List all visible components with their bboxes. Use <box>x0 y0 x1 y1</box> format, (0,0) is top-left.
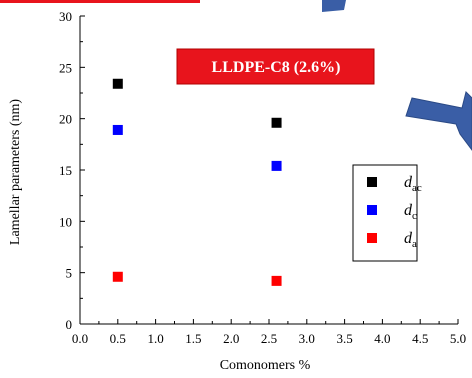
y-tick-label: 5 <box>66 266 73 281</box>
data-point-dc <box>112 124 123 135</box>
y-tick-label: 0 <box>66 317 73 332</box>
x-tick-label: 3.0 <box>299 331 315 346</box>
data-point-dac <box>271 117 282 128</box>
y-tick-label: 30 <box>59 9 72 24</box>
data-point-da <box>271 275 282 286</box>
axes: 0.0 0.5 1.0 1.5 2.0 2.5 3.0 3.5 4.0 4.5 5.0 0 5 10 15 2… <box>59 9 466 346</box>
data-points <box>112 78 282 286</box>
x-tick-label: 4.0 <box>374 331 390 346</box>
top-arrow-shape <box>322 0 346 12</box>
x-tick-label: 5.0 <box>450 331 466 346</box>
y-tick-label: 25 <box>59 60 72 75</box>
y-tick-label: 10 <box>59 214 72 229</box>
x-tick-label: 1.0 <box>147 331 163 346</box>
x-tick-label: 1.5 <box>185 331 201 346</box>
x-tick-label: 2.0 <box>223 331 239 346</box>
y-tick-label: 15 <box>59 163 72 178</box>
legend-box <box>352 164 418 262</box>
legend-marker <box>367 233 377 243</box>
data-point-dc <box>271 160 282 171</box>
data-point-da <box>112 271 123 282</box>
y-axis-title: Lamellar parameters (nm) <box>8 99 23 245</box>
legend-label-subscript: a <box>412 238 417 250</box>
cropped-red-bar <box>0 0 200 3</box>
x-axis-title: Comonomers % <box>220 358 311 373</box>
x-tick-label: 2.5 <box>261 331 277 346</box>
y-tick-label: 20 <box>59 112 72 127</box>
legend-marker <box>367 177 377 187</box>
chart-title: LLDPE-C8 (2.6%) <box>212 59 341 76</box>
legend-label-subscript: c <box>412 210 417 222</box>
x-tick-label: 0.5 <box>110 331 126 346</box>
right-arrow-shape <box>405 91 472 151</box>
x-tick-label: 0.0 <box>72 331 88 346</box>
chart-title-background <box>176 48 375 85</box>
x-tick-label: 4.5 <box>412 331 428 346</box>
decorative-arrows <box>322 0 472 151</box>
data-point-dac <box>112 78 123 89</box>
legend-marker <box>367 205 377 215</box>
x-tick-label: 3.5 <box>336 331 352 346</box>
chart-title-box: LLDPE-C8 (2.6%) <box>176 48 375 85</box>
legend-label-subscript: ac <box>412 182 422 194</box>
